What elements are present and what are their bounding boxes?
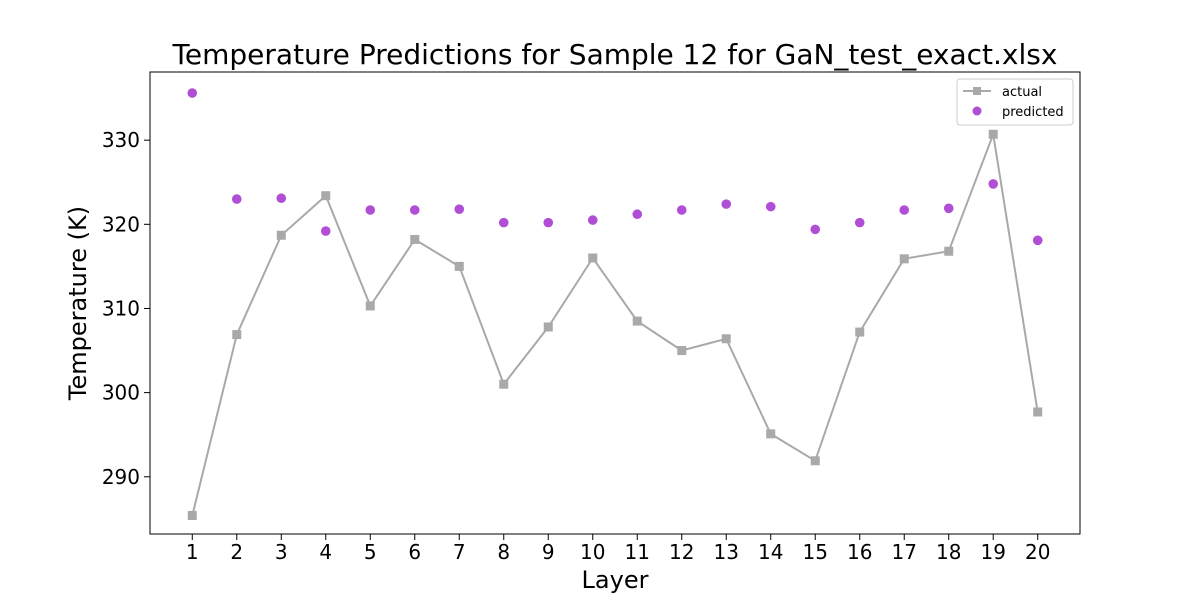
actual-point (588, 253, 598, 263)
x-tick-label: 18 (936, 540, 961, 564)
x-tick-label: 16 (847, 540, 872, 564)
predicted-point (276, 193, 287, 204)
x-tick-label: 2 (230, 540, 243, 564)
x-tick-label: 15 (803, 540, 828, 564)
x-tick-label: 19 (981, 540, 1006, 564)
actual-point (944, 246, 954, 256)
y-axis: 290 300 310 320 330 (102, 128, 150, 489)
x-axis-title: Layer (582, 566, 649, 594)
x-tick-label: 4 (319, 540, 332, 564)
predicted-point (810, 224, 821, 235)
x-tick-label: 13 (714, 540, 739, 564)
predicted-point (676, 205, 687, 215)
actual-point (899, 254, 909, 264)
x-tick-label: 9 (542, 540, 555, 564)
predicted-point (365, 205, 376, 215)
x-tick-label: 7 (453, 540, 466, 564)
x-tick-label: 10 (580, 540, 605, 564)
predicted-point (988, 179, 999, 189)
predicted-point (587, 215, 598, 225)
x-tick-label: 14 (758, 540, 783, 564)
actual-point (1033, 407, 1043, 417)
actual-point (499, 379, 509, 389)
actual-point (766, 429, 776, 439)
legend-actual-label: actual (1002, 85, 1042, 100)
y-tick-label: 330 (102, 128, 140, 152)
actual-point (276, 230, 286, 240)
actual-series-line (191, 130, 1039, 516)
actual-point (988, 129, 998, 139)
actual-point (410, 234, 420, 244)
legend-predicted-marker (972, 106, 982, 116)
predicted-point (454, 204, 465, 214)
x-tick-label: 1 (186, 540, 199, 564)
legend-actual-marker (973, 87, 981, 95)
x-tick-label: 5 (364, 540, 377, 564)
legend: actual predicted (956, 78, 1074, 126)
plot-area-frame (149, 71, 1081, 535)
chart-title: Temperature Predictions for Sample 12 fo… (172, 38, 1058, 71)
predicted-point (632, 209, 643, 220)
x-tick-label: 6 (408, 540, 421, 564)
actual-point (454, 261, 464, 271)
actual-point (721, 334, 731, 344)
predicted-point (765, 201, 776, 212)
actual-point (232, 330, 242, 340)
actual-point (855, 327, 865, 337)
predicted-point (231, 194, 242, 204)
x-tick-label: 8 (497, 540, 510, 564)
legend-predicted-label: predicted (1002, 105, 1064, 120)
x-axis: 1 2 3 4 5 6 7 8 9 10 11 12 13 14 15 16 17 18 19 20 (186, 534, 1050, 564)
predicted-point (320, 226, 331, 236)
x-tick-label: 20 (1025, 540, 1050, 564)
actual-point (632, 316, 642, 326)
series-layer (187, 88, 1043, 520)
predicted-point (543, 217, 554, 228)
actual-point (321, 191, 331, 201)
actual-point (810, 456, 820, 466)
y-axis-title: Temperature (K) (64, 206, 92, 401)
y-tick-label: 320 (102, 212, 140, 236)
predicted-point (854, 217, 865, 228)
y-tick-label: 290 (102, 465, 140, 489)
actual-point (543, 322, 553, 332)
predicted-point (409, 205, 420, 215)
actual-point (365, 301, 375, 311)
predicted-point (187, 88, 198, 98)
x-tick-label: 12 (669, 540, 694, 564)
predicted-point (1032, 235, 1043, 246)
predicted-point (498, 217, 509, 228)
actual-point (677, 346, 687, 356)
x-tick-label: 3 (275, 540, 288, 564)
predicted-point (943, 203, 954, 214)
x-tick-label: 17 (892, 540, 917, 564)
predicted-point (721, 199, 732, 209)
predicted-point (899, 205, 910, 215)
x-tick-label: 11 (625, 540, 650, 564)
y-tick-label: 310 (102, 296, 140, 320)
actual-point (187, 510, 197, 520)
y-tick-label: 300 (102, 381, 140, 405)
